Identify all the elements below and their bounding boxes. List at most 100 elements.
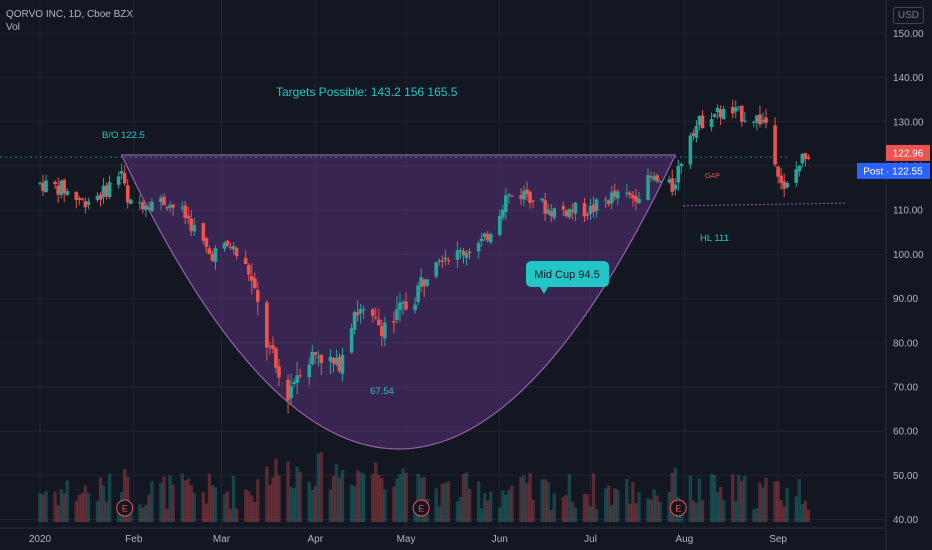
volume-bar xyxy=(207,473,212,522)
candle-body xyxy=(419,277,423,287)
volume-bar xyxy=(458,497,463,522)
candle-body xyxy=(806,156,811,159)
candle-body xyxy=(740,105,744,122)
volume-bar xyxy=(467,488,472,522)
candle-body xyxy=(246,265,251,275)
volume-bar xyxy=(371,474,375,522)
price-tick-label: 40.00 xyxy=(893,515,918,526)
time-axis-label: Feb xyxy=(125,534,143,545)
targets-annotation: Targets Possible: 143.2 156 165.5 xyxy=(276,85,458,99)
volume-bar xyxy=(740,480,744,522)
candle-body xyxy=(631,195,635,199)
volume-bar xyxy=(573,507,578,522)
candle-body xyxy=(628,192,632,195)
volume-bar xyxy=(652,489,656,522)
candle-body xyxy=(204,238,209,247)
candle-body xyxy=(334,357,339,365)
volume-bar xyxy=(392,486,396,522)
candle-body xyxy=(65,191,70,195)
volume-bar xyxy=(277,475,281,522)
volume-bar xyxy=(204,503,209,522)
earnings-marker[interactable] xyxy=(116,499,134,517)
volume-bar xyxy=(797,479,801,522)
candle-body xyxy=(101,185,106,198)
candle-body xyxy=(361,309,366,311)
volume-bar xyxy=(165,508,169,522)
earnings-marker[interactable] xyxy=(669,499,687,517)
candle-body xyxy=(265,302,269,348)
candle-body xyxy=(655,175,659,182)
volume-bar xyxy=(625,478,629,522)
candle-body xyxy=(797,165,802,172)
candle-body xyxy=(207,248,212,254)
candle-body xyxy=(425,279,429,286)
volume-bar xyxy=(476,481,481,522)
candle-body xyxy=(758,114,762,125)
volume-bar xyxy=(718,486,723,522)
candle-body xyxy=(355,312,360,316)
candle-body xyxy=(162,196,166,206)
candle-body xyxy=(476,243,481,252)
earnings-marker[interactable] xyxy=(412,499,430,517)
candle-body xyxy=(540,198,544,201)
candle-body xyxy=(712,114,717,118)
candle-body xyxy=(525,189,529,195)
volume-bar xyxy=(159,482,163,522)
volume-bar xyxy=(74,500,78,522)
volume-bar xyxy=(129,506,133,522)
volume-bar xyxy=(274,458,278,522)
volume-bar xyxy=(709,473,714,522)
volume-bar xyxy=(549,509,553,522)
candle-body xyxy=(210,253,215,261)
last-price-tag xyxy=(886,144,930,161)
candle-body xyxy=(573,202,578,214)
volume-bar xyxy=(649,499,653,522)
candle-body xyxy=(401,301,405,304)
volume-bar xyxy=(225,491,230,522)
volume-bar xyxy=(201,492,206,522)
candle-body xyxy=(168,204,172,208)
candle-body xyxy=(519,195,523,199)
volume-bar xyxy=(141,507,145,522)
candle-body xyxy=(697,116,702,126)
candle-body xyxy=(733,107,738,112)
candle-body xyxy=(779,175,783,184)
volume-bar xyxy=(162,476,166,522)
volume-bar xyxy=(501,490,505,522)
volume-bar xyxy=(588,506,593,522)
candle-body xyxy=(461,250,466,256)
volume-bar xyxy=(800,504,804,522)
candle-body xyxy=(546,209,550,214)
candle-body xyxy=(594,199,599,211)
candle-body xyxy=(119,171,124,174)
candle-body xyxy=(679,163,684,166)
volume-bar xyxy=(570,501,575,522)
candle-body xyxy=(352,311,357,331)
volume-bar xyxy=(634,503,638,522)
volume-bar xyxy=(80,492,85,522)
candle-body xyxy=(138,202,142,204)
volume-bar xyxy=(289,486,293,522)
candle-body xyxy=(585,214,590,216)
candle-body xyxy=(485,233,490,241)
candle-body xyxy=(582,203,587,217)
symbol-title: QORVO INC, 1D, Cboe BZX xyxy=(6,9,134,20)
volume-bar xyxy=(250,495,254,522)
volume-bar xyxy=(150,481,154,522)
volume-bar xyxy=(404,472,408,522)
candle-body xyxy=(718,109,723,118)
currency-button[interactable]: USD xyxy=(892,7,924,24)
volume-bar xyxy=(755,508,759,522)
volume-bar xyxy=(271,477,275,522)
candle-body xyxy=(567,208,572,218)
candle-body xyxy=(62,179,66,194)
volume-bar xyxy=(231,475,236,522)
volume-bar xyxy=(340,469,345,522)
candle-body xyxy=(752,121,756,123)
volume-bar xyxy=(53,491,57,522)
volume-bar xyxy=(183,480,187,522)
volume-label: Vol xyxy=(6,21,20,33)
volume-bar xyxy=(721,500,726,522)
volume-bar xyxy=(171,484,175,522)
